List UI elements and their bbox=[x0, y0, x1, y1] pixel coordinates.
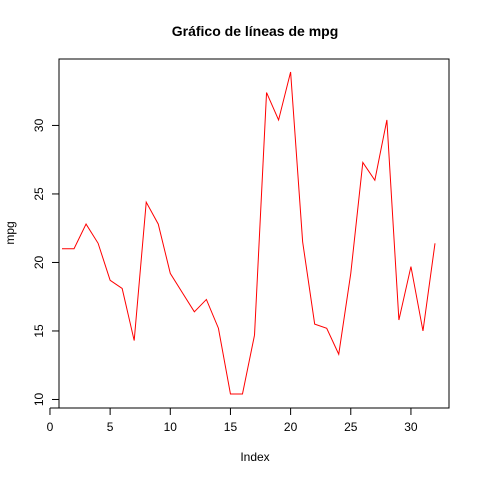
x-axis-label: Index bbox=[240, 450, 269, 464]
y-tick-label: 20 bbox=[32, 255, 46, 269]
x-tick-label: 25 bbox=[344, 420, 358, 434]
y-tick-label: 30 bbox=[32, 118, 46, 132]
y-tick-label: 10 bbox=[32, 392, 46, 406]
x-tick-label: 5 bbox=[107, 420, 114, 434]
x-tick-label: 0 bbox=[47, 420, 54, 434]
x-tick-label: 10 bbox=[164, 420, 178, 434]
y-tick-label: 15 bbox=[32, 324, 46, 338]
y-axis-label: mpg bbox=[3, 221, 17, 244]
chart-title: Gráfico de líneas de mpg bbox=[172, 23, 339, 39]
x-tick-label: 20 bbox=[284, 420, 298, 434]
x-tick-label: 30 bbox=[404, 420, 418, 434]
y-tick-label: 25 bbox=[32, 187, 46, 201]
x-tick-label: 15 bbox=[224, 420, 238, 434]
